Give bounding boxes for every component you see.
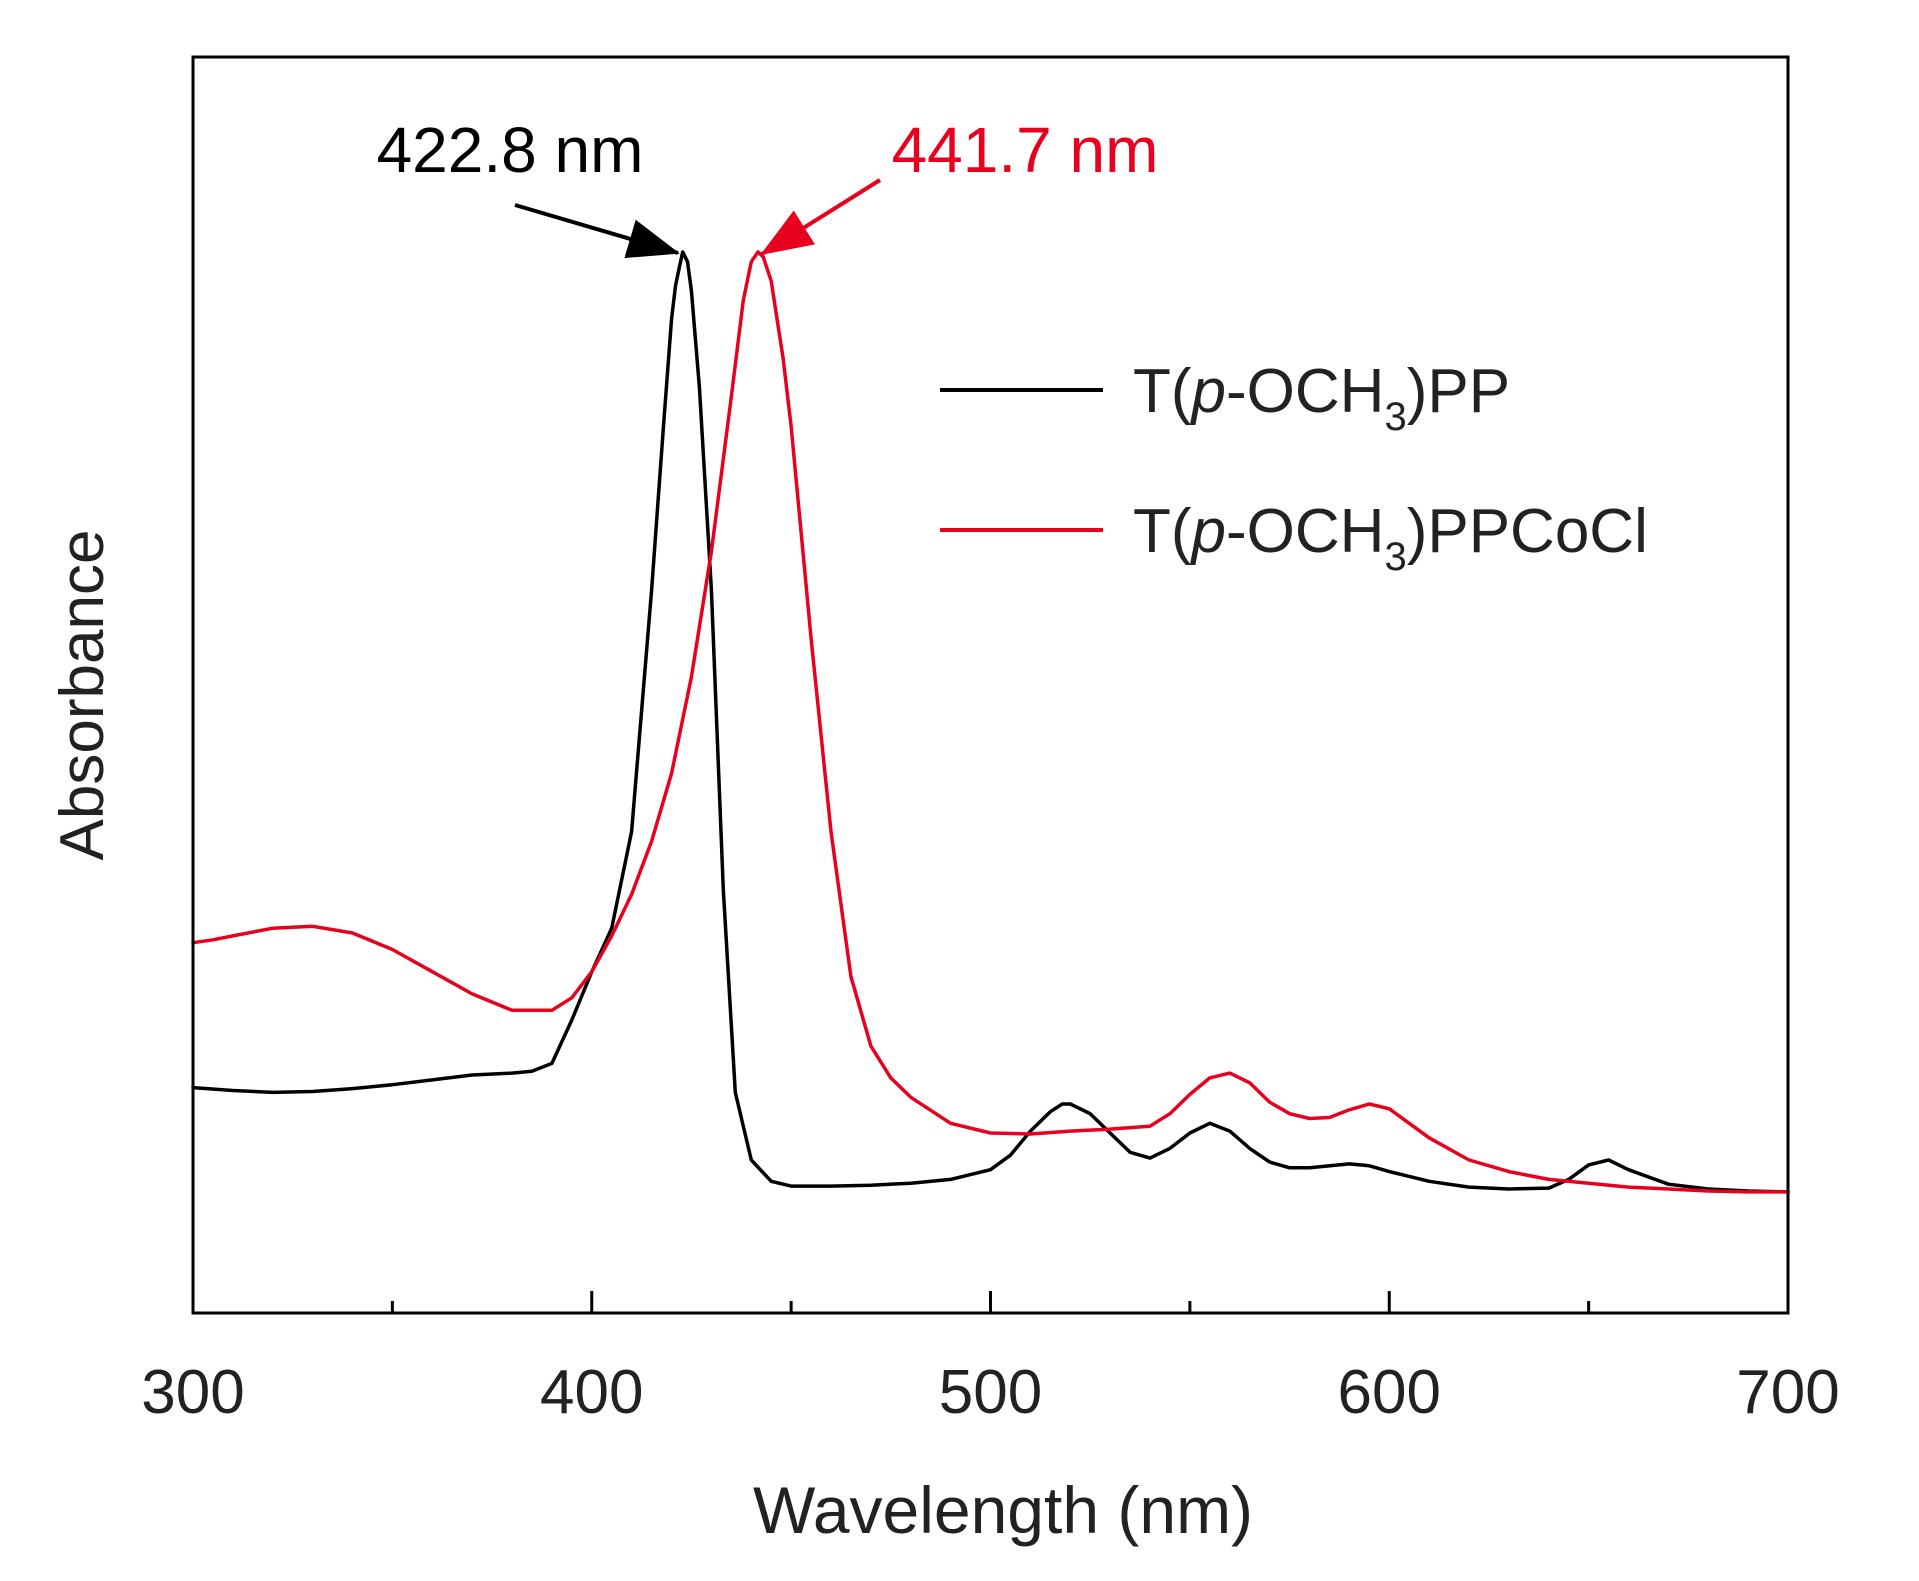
legend-label-2: T(p-OCH3)PPCoCl [1133, 497, 1648, 579]
annotations-layer: 422.8 nm 441.7 nm [377, 114, 1159, 259]
peak-arrow-2 [760, 178, 882, 256]
peak-arrow-1 [514, 203, 680, 259]
x-tick-label: 500 [939, 1358, 1042, 1427]
x-tick-label: 300 [141, 1358, 244, 1427]
x-tick-label: 400 [540, 1358, 643, 1427]
x-axis-label: Wavelength (nm) [753, 1473, 1253, 1547]
plot-frame [191, 55, 1790, 1315]
peak-label-1: 422.8 nm [377, 114, 644, 186]
ticks-layer: 300 400 500 600 700 [141, 1291, 1840, 1427]
legend: T(p-OCH3)PP T(p-OCH3)PPCoCl [940, 357, 1648, 579]
series-line-2 [191, 250, 1790, 1194]
series-line-1 [191, 250, 1790, 1194]
y-axis-label: Absorbance [48, 530, 117, 861]
curves-layer [191, 250, 1790, 1194]
peak-label-2: 441.7 nm [892, 114, 1159, 186]
x-tick-label: 700 [1736, 1358, 1839, 1427]
legend-label-1: T(p-OCH3)PP [1133, 357, 1510, 439]
x-tick-label: 600 [1338, 1358, 1441, 1427]
